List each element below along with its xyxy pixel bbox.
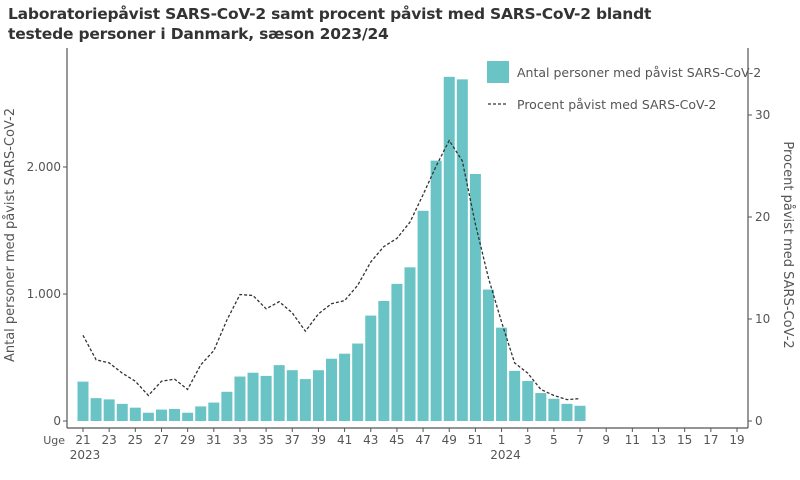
bar — [522, 380, 534, 421]
x-axis-prefix: Uge — [43, 434, 65, 447]
left-axis-title: Antal personer med påvist SARS-CoV-2 — [3, 108, 18, 362]
bar — [326, 358, 338, 421]
x-tick-label: 31 — [206, 433, 221, 447]
percent-line — [82, 139, 581, 401]
bar — [417, 210, 429, 421]
legend-label-line: Procent påvist med SARS-CoV-2 — [517, 97, 716, 112]
right-tick-label: 10 — [755, 312, 770, 326]
x-tick-label: 51 — [468, 433, 483, 447]
bar — [443, 76, 455, 421]
right-tick-label: 0 — [755, 414, 763, 428]
bar — [273, 365, 285, 421]
bar — [365, 315, 377, 421]
bar — [469, 173, 481, 421]
bar — [77, 381, 89, 421]
left-tick-label: 2.000 — [27, 160, 61, 174]
bar — [103, 399, 115, 421]
x-tick-label: 5 — [550, 433, 558, 447]
x-tick-label: 17 — [703, 433, 718, 447]
bar — [352, 343, 364, 421]
x-tick-label: 13 — [651, 433, 666, 447]
bar — [234, 376, 246, 421]
x-tick-label: 1 — [498, 433, 506, 447]
bar — [299, 379, 311, 421]
legend-swatch-bars — [487, 61, 509, 83]
x-tick-label: 41 — [337, 433, 352, 447]
bar — [195, 406, 207, 421]
bar — [339, 353, 351, 421]
bar — [548, 398, 560, 421]
bar — [535, 393, 547, 421]
bar — [247, 372, 259, 421]
bar — [116, 403, 128, 421]
year-label: 2024 — [490, 448, 521, 462]
bar — [221, 391, 233, 421]
year-label: 2023 — [70, 448, 101, 462]
x-tick-label: 19 — [729, 433, 744, 447]
bar — [182, 412, 194, 421]
x-tick-label: 23 — [102, 433, 117, 447]
right-tick-label: 30 — [755, 108, 770, 122]
x-tick-label: 39 — [311, 433, 326, 447]
right-tick-label: 20 — [755, 210, 770, 224]
right-axis-title: Procent påvist med SARS-CoV-2 — [780, 141, 795, 348]
x-tick-label: 45 — [389, 433, 404, 447]
bar — [129, 407, 141, 421]
bar — [574, 405, 586, 421]
x-tick-label: 11 — [625, 433, 640, 447]
x-tick-label: 47 — [415, 433, 430, 447]
x-tick-label: 33 — [232, 433, 247, 447]
legend-label-bars: Antal personer med påvist SARS-CoV-2 — [517, 65, 761, 80]
x-tick-label: 25 — [128, 433, 143, 447]
bar — [561, 403, 573, 421]
bar — [430, 160, 442, 421]
bar — [260, 375, 272, 421]
left-tick-label: 0 — [53, 414, 61, 428]
x-tick-label: 21 — [75, 433, 90, 447]
x-tick-label: 15 — [677, 433, 692, 447]
x-tick-label: 49 — [442, 433, 457, 447]
left-tick-label: 1.000 — [27, 287, 61, 301]
x-tick-label: 9 — [602, 433, 610, 447]
bar — [482, 289, 494, 421]
bar — [404, 267, 416, 421]
chart-title: Laboratoriepåvist SARS-CoV-2 samt procen… — [8, 5, 652, 43]
bar — [155, 409, 167, 421]
bar — [456, 79, 468, 422]
bar — [312, 370, 324, 421]
bar — [391, 283, 403, 421]
bar — [90, 398, 102, 421]
x-tick-label: 29 — [180, 433, 195, 447]
bar — [496, 327, 508, 421]
x-tick-label: 3 — [524, 433, 532, 447]
bar — [169, 408, 181, 421]
x-tick-label: 43 — [363, 433, 378, 447]
bar — [378, 300, 390, 421]
x-tick-label: 37 — [285, 433, 300, 447]
bar — [509, 370, 521, 421]
bar — [208, 402, 220, 421]
x-tick-label: 27 — [154, 433, 169, 447]
bar — [286, 370, 298, 421]
bar — [142, 412, 154, 421]
x-tick-label: 7 — [576, 433, 584, 447]
x-tick-label: 35 — [258, 433, 273, 447]
